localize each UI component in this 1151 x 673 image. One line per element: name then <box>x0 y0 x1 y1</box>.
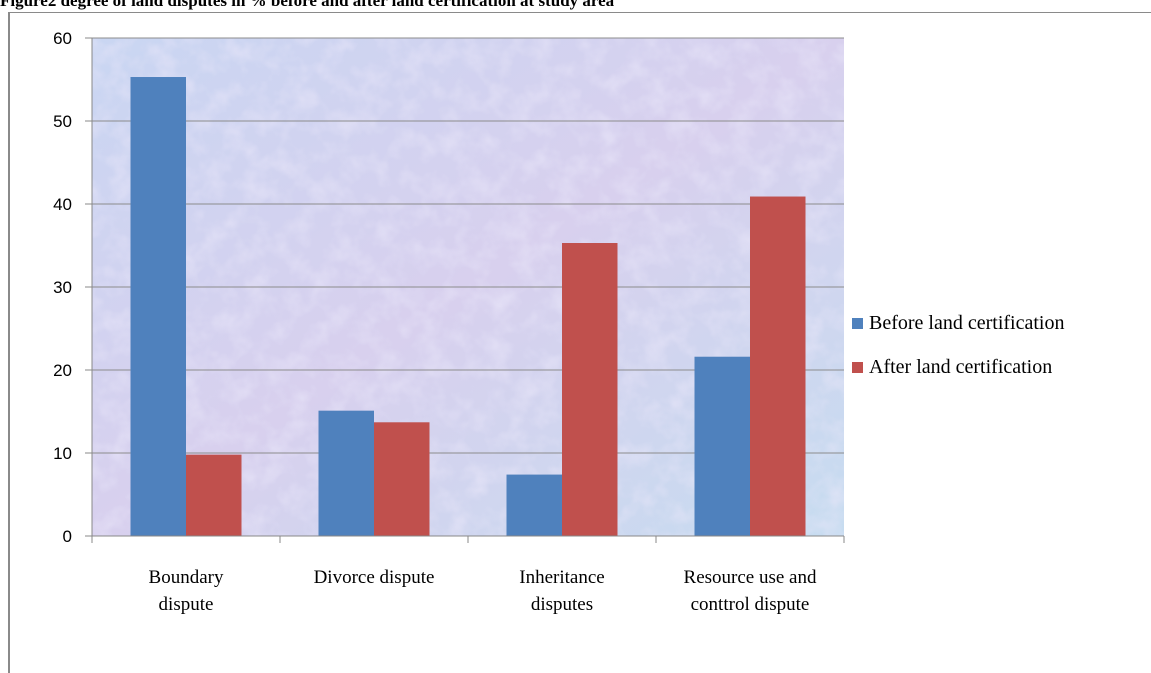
x-axis-category-labels: Boundary dispute Divorce dispute Inheritanc… <box>149 567 817 615</box>
x-category-label-2: Inheritance disputes <box>519 567 604 615</box>
legend-swatch-before <box>852 317 863 329</box>
bar-before-2 <box>506 474 562 536</box>
figure-title: Figure2 degree of land disputes in % bef… <box>0 0 615 10</box>
y-axis-tick-labels: 0 10 20 30 40 50 60 <box>53 29 72 546</box>
x-category-label-3: Resource use and conttrol dispute <box>684 567 817 615</box>
figure-frame-top-border <box>8 12 1151 13</box>
legend-swatch-after <box>852 361 863 373</box>
y-tick-label-40: 40 <box>53 195 72 214</box>
x-category-label-line: dispute <box>159 594 214 615</box>
legend-label-before: Before land certification <box>869 311 1065 334</box>
y-tick-label-0: 0 <box>63 527 72 546</box>
legend-label-after: After land certification <box>869 355 1053 378</box>
bars <box>130 77 806 536</box>
x-category-label-line: Resource use and <box>684 567 817 588</box>
x-category-label-0: Boundary dispute <box>149 567 224 615</box>
y-tick-label-50: 50 <box>53 112 72 131</box>
x-category-label-line: Inheritance <box>519 567 604 588</box>
bar-before-1 <box>318 410 374 536</box>
y-tick-label-10: 10 <box>53 444 72 463</box>
y-tick-label-20: 20 <box>53 361 72 380</box>
axes <box>91 38 845 543</box>
x-category-label-line: Boundary <box>149 567 224 588</box>
bar-after-1 <box>374 422 430 536</box>
bar-after-3 <box>750 196 806 536</box>
bar-before-0 <box>130 77 186 536</box>
legend: Before land certification After land cer… <box>852 310 1064 398</box>
figure-frame-left-border <box>8 12 10 673</box>
bar-after-0 <box>186 454 242 536</box>
x-category-label-line: conttrol dispute <box>691 594 810 615</box>
bar-after-2 <box>562 243 618 536</box>
y-tick-label-30: 30 <box>53 278 72 297</box>
legend-item-before: Before land certification <box>852 310 1064 336</box>
x-category-label-line: disputes <box>531 594 593 615</box>
bar-before-3 <box>694 356 750 536</box>
x-category-label-line: Divorce dispute <box>314 567 435 588</box>
legend-item-after: After land certification <box>852 354 1064 380</box>
y-tick-label-60: 60 <box>53 29 72 48</box>
x-category-label-1: Divorce dispute <box>314 567 435 588</box>
